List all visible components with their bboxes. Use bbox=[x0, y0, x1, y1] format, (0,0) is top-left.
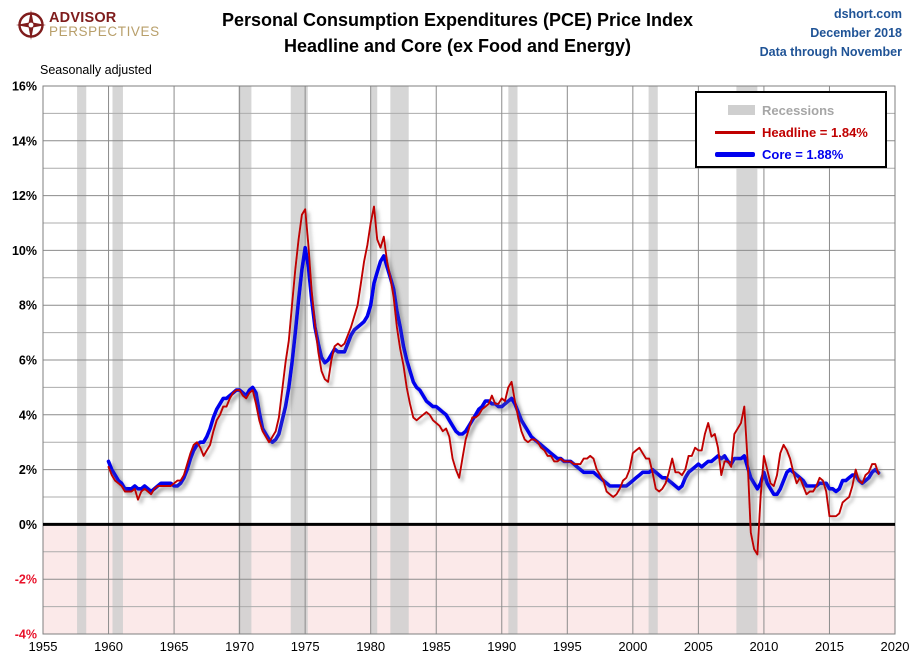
x-axis-label: 1995 bbox=[553, 639, 582, 654]
y-axis-label: 10% bbox=[12, 244, 37, 258]
chart-title-line1: Personal Consumption Expenditures (PCE) … bbox=[221, 10, 694, 30]
source-site[interactable]: dshort.com bbox=[833, 7, 902, 21]
y-axis-label: 16% bbox=[12, 80, 37, 94]
source-date: December 2018 bbox=[810, 26, 902, 40]
y-axis-label: 8% bbox=[19, 299, 37, 313]
x-axis-label: 1990 bbox=[487, 639, 516, 654]
legend-recessions-label: Recessions bbox=[762, 102, 835, 118]
logo-advisor-text: ADVISOR bbox=[49, 10, 117, 26]
source-attribution: dshort.com December 2018 Data through No… bbox=[760, 5, 902, 62]
y-axis-label: 14% bbox=[12, 134, 37, 148]
headline-swatch bbox=[715, 130, 755, 134]
x-axis-label: 1980 bbox=[356, 639, 385, 654]
y-axis-label: 12% bbox=[12, 189, 37, 203]
y-axis-label: 0% bbox=[19, 518, 37, 532]
x-axis-label: 1975 bbox=[291, 639, 320, 654]
y-axis-label: 4% bbox=[19, 408, 37, 422]
x-axis-label: 2000 bbox=[618, 639, 647, 654]
x-axis-label: 1970 bbox=[225, 639, 254, 654]
seasonally-adjusted-note: Seasonally adjusted bbox=[40, 63, 152, 77]
core-swatch bbox=[715, 151, 755, 157]
legend-core-label: Core = 1.88% bbox=[762, 146, 844, 162]
chart-legend: Recessions Headline = 1.84% Core = 1.88% bbox=[695, 91, 887, 168]
y-axis-label: 6% bbox=[19, 354, 37, 368]
source-data-through: Data through November bbox=[759, 45, 902, 59]
recession-swatch bbox=[728, 105, 755, 115]
y-axis-label: -4% bbox=[15, 628, 37, 642]
legend-row-recessions: Recessions bbox=[697, 99, 885, 121]
x-axis-label: 2005 bbox=[684, 639, 713, 654]
chart-title-line2: Headline and Core (ex Food and Energy) bbox=[283, 36, 632, 56]
x-axis-label: 1960 bbox=[94, 639, 123, 654]
x-axis-label: 2020 bbox=[881, 639, 910, 654]
plot-border bbox=[42, 85, 896, 635]
legend-headline-label: Headline = 1.84% bbox=[762, 124, 868, 140]
legend-row-core: Core = 1.88% bbox=[697, 143, 885, 165]
x-axis-label: 2010 bbox=[749, 639, 778, 654]
legend-row-headline: Headline = 1.84% bbox=[697, 121, 885, 143]
x-axis-label: 1955 bbox=[29, 639, 58, 654]
y-axis-label: -2% bbox=[15, 573, 37, 587]
x-axis-label: 1965 bbox=[160, 639, 189, 654]
logo-perspectives-text: PERSPECTIVES bbox=[49, 24, 160, 39]
x-axis-label: 1985 bbox=[422, 639, 451, 654]
advisor-perspectives-logo[interactable]: ADVISOR PERSPECTIVES bbox=[16, 10, 160, 40]
y-axis-label: 2% bbox=[19, 463, 37, 477]
x-axis-label: 2015 bbox=[815, 639, 844, 654]
chart-title: Personal Consumption Expenditures (PCE) … bbox=[130, 7, 785, 59]
headline-line[interactable] bbox=[107, 205, 880, 556]
compass-rose-icon bbox=[16, 10, 46, 40]
